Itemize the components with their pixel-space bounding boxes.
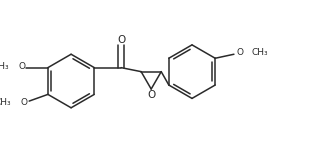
Text: O: O xyxy=(21,98,28,107)
Text: CH₃: CH₃ xyxy=(0,62,9,71)
Text: CH₃: CH₃ xyxy=(0,98,11,107)
Text: CH₃: CH₃ xyxy=(252,48,269,57)
Text: O: O xyxy=(18,62,25,71)
Text: O: O xyxy=(117,34,125,45)
Text: O: O xyxy=(236,48,243,57)
Text: O: O xyxy=(147,90,155,100)
